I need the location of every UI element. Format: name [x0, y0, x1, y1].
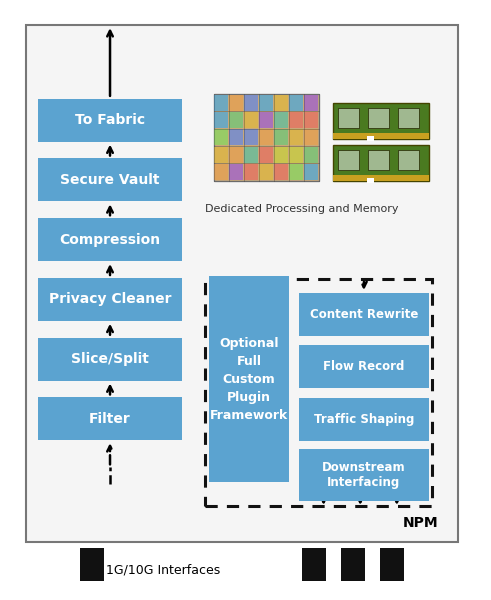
Bar [289, 129, 303, 145]
Bar [333, 145, 429, 181]
Bar [299, 346, 429, 388]
Bar [333, 103, 429, 139]
Bar [304, 129, 318, 145]
Text: Slice/Split: Slice/Split [71, 352, 149, 366]
Bar [289, 112, 303, 128]
Bar [244, 164, 258, 180]
Bar [289, 164, 303, 180]
Text: Compression: Compression [59, 233, 161, 247]
Bar [244, 112, 258, 128]
Bar [38, 99, 182, 142]
Text: Privacy Cleaner: Privacy Cleaner [49, 292, 171, 307]
Text: Content Rewrite: Content Rewrite [310, 308, 418, 321]
Bar [38, 218, 182, 261]
Bar [38, 278, 182, 321]
Bar [289, 146, 303, 163]
Bar [214, 164, 228, 180]
Text: NPM: NPM [403, 516, 438, 530]
Bar [259, 164, 273, 180]
Bar [338, 150, 359, 170]
Bar [367, 178, 374, 183]
Bar [214, 146, 228, 163]
Bar [244, 146, 258, 163]
Bar [301, 548, 326, 581]
Bar [214, 95, 228, 110]
Bar [399, 108, 419, 128]
Text: 1G/10G Interfaces: 1G/10G Interfaces [107, 563, 220, 577]
Bar [380, 548, 404, 581]
Bar [214, 94, 319, 181]
Bar [333, 133, 429, 139]
Bar [304, 146, 318, 163]
Bar [299, 293, 429, 336]
Text: Flow Record: Flow Record [323, 361, 405, 373]
Text: Filter: Filter [89, 412, 131, 426]
Bar [304, 164, 318, 180]
Bar [304, 95, 318, 110]
Bar [205, 279, 433, 506]
Bar [367, 136, 374, 141]
Bar [341, 548, 365, 581]
Bar [304, 112, 318, 128]
Bar [229, 95, 243, 110]
Bar [333, 175, 429, 181]
Bar [259, 95, 273, 110]
Bar [244, 129, 258, 145]
Bar [338, 108, 359, 128]
Bar [38, 158, 182, 202]
Bar [259, 112, 273, 128]
Bar [214, 129, 228, 145]
Bar [259, 129, 273, 145]
Bar [274, 146, 288, 163]
Bar [274, 129, 288, 145]
Bar [229, 112, 243, 128]
Bar [26, 25, 458, 542]
Text: Optional
Full
Custom
Plugin
Framework: Optional Full Custom Plugin Framework [210, 337, 288, 422]
Bar [229, 129, 243, 145]
Bar [368, 108, 389, 128]
Bar [229, 164, 243, 180]
Bar [38, 338, 182, 380]
Text: Traffic Shaping: Traffic Shaping [314, 413, 414, 426]
Text: Downstream
Interfacing: Downstream Interfacing [322, 461, 406, 489]
Bar [214, 112, 228, 128]
Text: To Fabric: To Fabric [75, 113, 145, 127]
Text: Secure Vault: Secure Vault [60, 173, 160, 187]
Bar [299, 449, 429, 501]
Bar [274, 95, 288, 110]
Bar [368, 150, 389, 170]
Bar [299, 398, 429, 441]
Bar [38, 397, 182, 440]
Bar [399, 150, 419, 170]
Text: Dedicated Processing and Memory: Dedicated Processing and Memory [205, 205, 398, 214]
Bar [259, 146, 273, 163]
Bar [209, 276, 289, 482]
Bar [80, 548, 104, 581]
Bar [229, 146, 243, 163]
Bar [274, 112, 288, 128]
Bar [274, 164, 288, 180]
Bar [244, 95, 258, 110]
Bar [289, 95, 303, 110]
